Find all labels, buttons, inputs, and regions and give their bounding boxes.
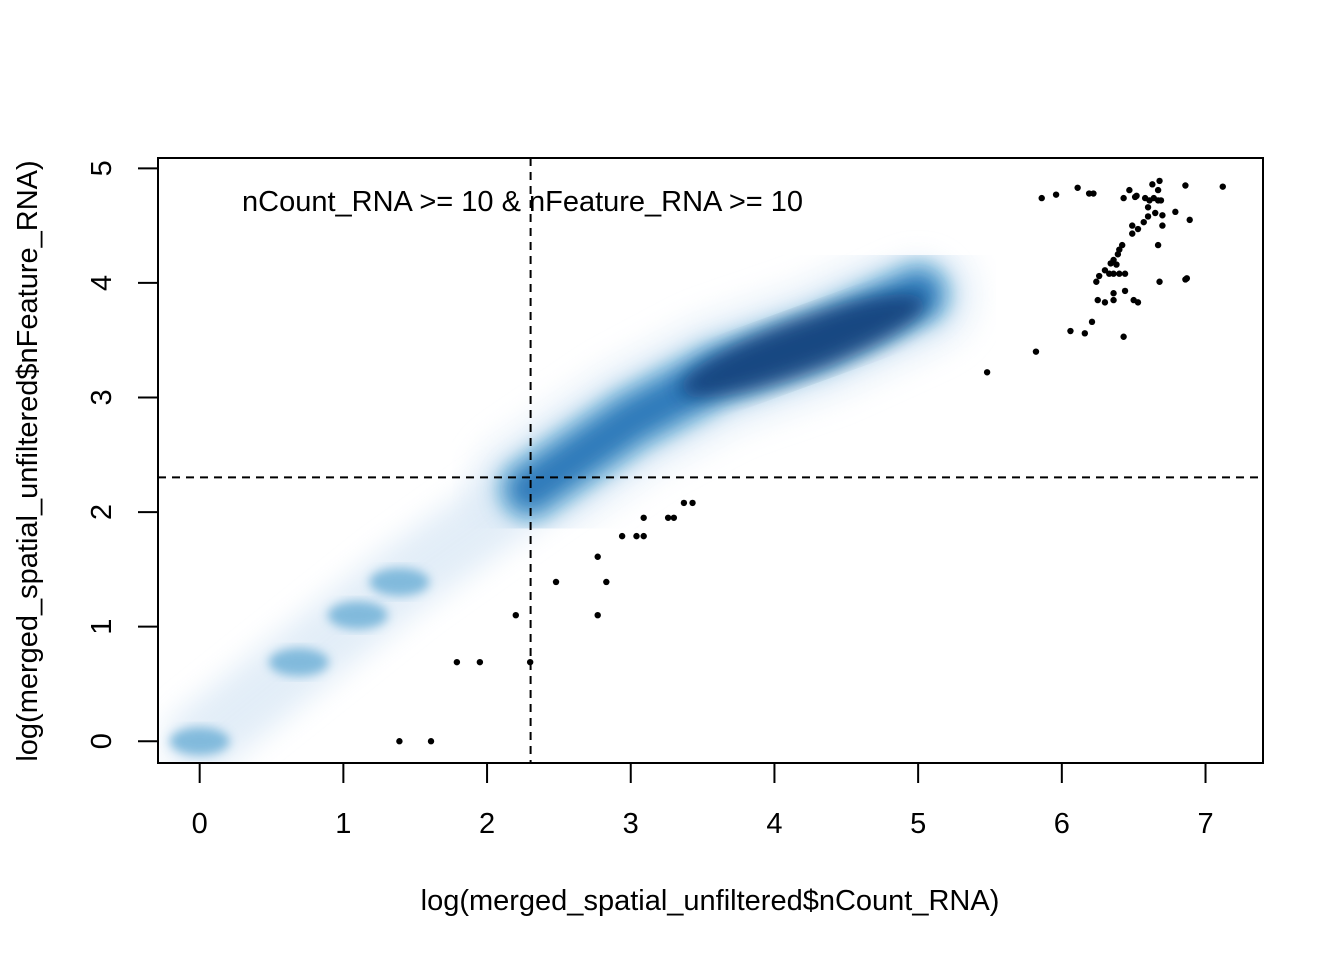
outlier-point [594, 611, 601, 619]
outlier-point [396, 738, 403, 745]
outlier-point [1101, 267, 1109, 274]
outlier-point [1113, 261, 1120, 268]
outlier-point [1154, 241, 1162, 249]
outlier-point [1159, 212, 1166, 219]
outlier-point [1154, 186, 1162, 194]
outlier-point [1121, 287, 1129, 295]
x-tick-label: 2 [479, 808, 495, 840]
outlier-point [453, 658, 461, 666]
y-tick-label: 1 [86, 619, 118, 635]
outlier-point [1186, 216, 1193, 224]
outlier-point [1120, 333, 1127, 340]
outlier-point [1088, 318, 1096, 326]
outlier-point [1156, 177, 1163, 185]
outlier-point [1159, 222, 1166, 229]
outlier-point [1094, 296, 1101, 304]
outlier-point [1118, 241, 1126, 249]
y-tick-label: 0 [86, 733, 118, 749]
outlier-point [427, 738, 435, 745]
x-tick-label: 6 [1054, 808, 1070, 840]
outlier-point [1052, 191, 1060, 198]
outlier-point [1120, 194, 1127, 202]
outlier-point [1110, 296, 1117, 304]
outlier-point [1144, 204, 1152, 211]
x-tick-label: 1 [335, 808, 351, 840]
outlier-point [1101, 299, 1109, 306]
outlier-point [1134, 225, 1142, 233]
outlier-point [1116, 270, 1123, 277]
density-blob-0 [169, 727, 230, 756]
outlier-point [1126, 186, 1133, 194]
x-tick-label: 7 [1197, 808, 1213, 840]
outlier-point [512, 611, 519, 619]
outlier-point [1095, 272, 1103, 280]
outlier-point [1121, 270, 1129, 277]
outlier-point [552, 578, 560, 586]
y-tick-label: 4 [86, 275, 118, 291]
outlier-point [640, 514, 647, 521]
outlier-point [526, 658, 534, 666]
outlier-point [640, 532, 647, 540]
outlier-point [1134, 299, 1142, 306]
y-tick-label: 2 [86, 504, 118, 520]
outlier-point [476, 658, 484, 666]
outlier-points [396, 177, 1226, 745]
outlier-point [1081, 330, 1089, 337]
x-tick-label: 5 [910, 808, 926, 840]
outlier-point [1149, 181, 1156, 188]
y-axis: 0 1 2 3 4 5 [86, 160, 159, 749]
density-blob-1 [268, 648, 329, 677]
outlier-point [1219, 183, 1226, 190]
annotation-label: nCount_RNA >= 10 & nFeature_RNA >= 10 [242, 186, 803, 218]
outlier-point [664, 514, 672, 521]
outlier-point [1032, 348, 1040, 355]
outlier-point [1090, 190, 1097, 197]
outlier-point [1144, 213, 1152, 220]
x-axis: 0 1 2 3 4 5 6 7 [192, 762, 1214, 840]
outlier-point [1182, 182, 1189, 189]
density-blob-2 [327, 601, 388, 630]
outlier-point [1152, 209, 1159, 217]
outlier-point [1110, 270, 1117, 277]
x-tick-label: 3 [623, 808, 639, 840]
outlier-point [1183, 275, 1191, 282]
outlier-point [680, 499, 688, 507]
density-cloud [164, 234, 979, 763]
outlier-point [618, 532, 626, 540]
outlier-point [1157, 197, 1165, 204]
outlier-point [1093, 278, 1100, 285]
outlier-point [1116, 246, 1123, 253]
outlier-point [1067, 327, 1074, 335]
y-axis-label: log(merged_spatial_unfiltered$nFeature_R… [12, 160, 44, 761]
outlier-point [594, 553, 601, 560]
outlier-point [670, 514, 678, 521]
outlier-point [1156, 278, 1163, 285]
outlier-point [1140, 218, 1147, 226]
y-tick-label: 3 [86, 389, 118, 405]
outlier-point [1172, 208, 1179, 216]
outlier-point [1133, 192, 1140, 200]
outlier-point [633, 532, 640, 540]
outlier-point [1074, 184, 1081, 191]
outlier-point [603, 578, 610, 586]
outlier-point [1038, 194, 1045, 202]
outlier-point [1110, 290, 1117, 297]
outlier-point [689, 499, 696, 507]
outlier-point [1110, 256, 1117, 264]
density-core [680, 294, 926, 398]
x-axis-label: log(merged_spatial_unfiltered$nCount_RNA… [421, 885, 1000, 917]
x-tick-label: 4 [766, 808, 782, 840]
outlier-point [1129, 222, 1136, 229]
y-tick-label: 5 [86, 160, 118, 176]
outlier-point [983, 369, 991, 376]
x-tick-label: 0 [192, 808, 208, 840]
outlier-point [1129, 230, 1136, 237]
